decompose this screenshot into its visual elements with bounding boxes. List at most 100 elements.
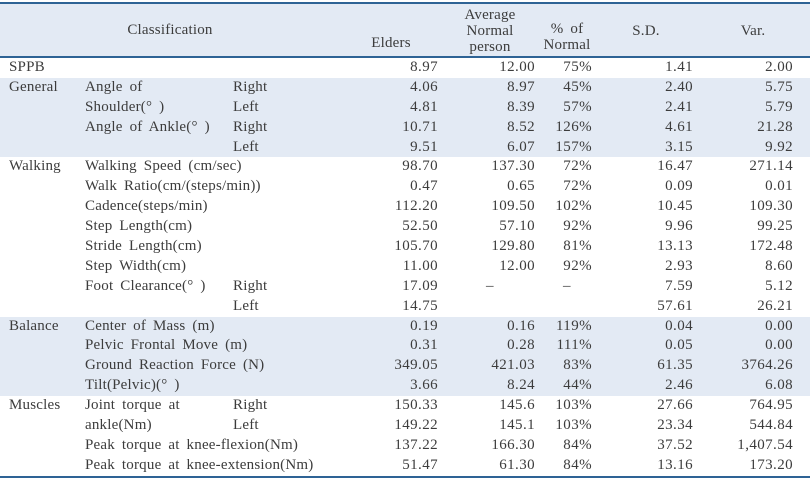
cell-percent-value: 111% (556, 337, 592, 354)
cell-percent-value: 157% (555, 138, 592, 155)
cell-item-label: Foot Clearance(° ) (85, 277, 206, 294)
table-body: SPPB 8.97 12.00 75% 1.41 2.00 General Angle of R… (0, 58, 810, 476)
cell-elders-value: 52.50 (402, 218, 438, 235)
cell-sd-value: 13.16 (657, 456, 693, 473)
cell-normal-value: 166.30 (491, 436, 535, 453)
cell-normal-value: 8.52 (507, 118, 535, 135)
table-row: Balance Center of Mass (m) 0.19 0.16 119% 0.0… (0, 316, 810, 337)
cell-var-value: 172.48 (749, 238, 793, 255)
cell-elders-value: 349.05 (394, 357, 438, 374)
header-sd: S.D. (632, 22, 660, 39)
cell-elders-value: 8.97 (410, 59, 438, 75)
cell-var-value: 109.30 (749, 198, 793, 215)
cell-percent-value: 81% (563, 238, 592, 255)
cell-sd-value: 2.93 (665, 257, 693, 274)
cell-item-label: Peak torque at knee-flexion(Nm) (85, 436, 299, 453)
table-header: Classification Elders Average Normal per… (0, 4, 810, 58)
cell-percent-value: 103% (555, 417, 592, 434)
cell-item-label: ankle(Nm) (85, 417, 152, 434)
table-row: Walk Ratio(cm/(steps/min)) 0.47 0.65 72% 0.0… (0, 177, 810, 198)
table-row: SPPB 8.97 12.00 75% 1.41 2.00 (0, 58, 810, 78)
cell-side-label: Right (233, 118, 268, 135)
cell-normal-value: 57.10 (499, 218, 535, 235)
cell-side-label: Right (233, 78, 268, 95)
cell-var-value: 5.75 (765, 78, 793, 95)
cell-sd-value: 3.15 (665, 138, 693, 155)
cell-side-label: Right (233, 277, 268, 294)
cell-normal-value: 61.30 (499, 456, 535, 473)
table-row: Ground Reaction Force (N) 349.05 421.03 83%… (0, 356, 810, 377)
cell-percent-value: 44% (563, 377, 592, 394)
cell-elders-value: 0.47 (410, 178, 438, 195)
table-row: ankle(Nm) Left 149.22 145.1 103% 23.34 544.84 (0, 416, 810, 436)
cell-item-label: Walking Speed (cm/sec) (85, 158, 242, 175)
cell-normal-value: 145.1 (499, 417, 535, 434)
table-row: Step Width(cm) 11.00 12.00 92% 2.93 8.60 (0, 256, 810, 277)
table-row: Peak torque at knee-extension(Nm) 51.47 61… (0, 455, 810, 476)
cell-var-value: 2.00 (765, 59, 793, 75)
cell-var-value: 271.14 (749, 158, 793, 175)
table-row: General Angle of Right 4.06 8.97 45% 2.40 5.75 (0, 77, 810, 98)
cell-elders-value: 51.47 (402, 456, 438, 473)
cell-elders-value: 4.81 (410, 98, 438, 115)
cell-sd-value: 7.59 (665, 277, 693, 294)
cell-normal-value: 421.03 (491, 357, 535, 374)
cell-sd-value: 2.41 (665, 98, 693, 115)
table-row: Foot Clearance(° ) Right 17.09 – – 7.59 5.12 (0, 276, 810, 297)
cell-elders-value: 9.51 (410, 138, 438, 155)
cell-sd-value: 0.09 (665, 178, 693, 195)
cell-var-value: 6.08 (765, 377, 793, 394)
cell-var-value: 99.25 (757, 218, 793, 235)
cell-percent-value: 83% (563, 357, 592, 374)
cell-percent-value: 72% (563, 158, 592, 175)
table-row: Stride Length(cm) 105.70 129.80 81% 13.13 172… (0, 237, 810, 257)
cell-item-label: Center of Mass (m) (85, 317, 215, 334)
cell-var-value: 5.79 (765, 98, 793, 115)
cell-sd-value: 61.35 (657, 357, 693, 374)
cell-sd-value: 23.34 (657, 417, 693, 434)
cell-side-label: Left (233, 417, 259, 434)
cell-percent-value: 72% (563, 178, 592, 195)
cell-elders-value: 10.71 (402, 118, 438, 135)
cell-percent-value: 103% (555, 397, 592, 414)
cell-normal-value: 12.00 (499, 59, 535, 75)
cell-normal-value: – (486, 277, 494, 294)
cell-elders-value: 98.70 (402, 158, 438, 175)
cell-sd-value: 2.40 (665, 78, 693, 95)
cell-side-label: Left (233, 138, 259, 155)
cell-sd-value: 9.96 (665, 218, 693, 235)
cell-percent-value: 84% (563, 436, 592, 453)
cell-item-label: Angle of (85, 78, 143, 95)
cell-normal-value: 0.28 (507, 337, 535, 354)
cell-sd-value: 16.47 (657, 158, 693, 175)
cell-item-label: Cadence(steps/min) (85, 198, 208, 215)
cell-var-value: 0.01 (765, 178, 793, 195)
cell-var-value: 544.84 (749, 417, 793, 434)
cell-var-value: 3764.26 (741, 357, 793, 374)
cell-percent-value: 84% (563, 456, 592, 473)
cell-elders-value: 11.00 (402, 257, 438, 274)
cell-normal-value: 137.30 (491, 158, 535, 175)
cell-percent-value: 57% (563, 98, 592, 115)
cell-normal-value: 129.80 (491, 238, 535, 255)
cell-elders-value: 112.20 (394, 198, 438, 215)
cell-item-label: Stride Length(cm) (85, 238, 202, 255)
table-row: Step Length(cm) 52.50 57.10 92% 9.96 99.25 (0, 217, 810, 238)
cell-item-label: Ground Reaction Force (N) (85, 357, 265, 374)
cell-elders-value: 149.22 (394, 417, 438, 434)
cell-sd-value: 27.66 (657, 397, 693, 414)
cell-percent-value: 92% (563, 257, 592, 274)
cell-var-value: 764.95 (749, 397, 793, 414)
cell-percent-value: 102% (555, 198, 592, 215)
cell-normal-value: 0.65 (507, 178, 535, 195)
cell-elders-value: 0.31 (410, 337, 438, 354)
cell-percent-value: – (563, 277, 571, 294)
table-row: Shoulder(° ) Left 4.81 8.39 57% 2.41 5.79 (0, 97, 810, 118)
table-row: Left 9.51 6.07 157% 3.15 9.92 (0, 137, 810, 158)
cell-percent-value: 45% (563, 78, 592, 95)
header-average-normal-person: Average Normal person (464, 7, 516, 55)
cell-side-label: Left (233, 297, 259, 314)
table-row: Tilt(Pelvic)(° ) 3.66 8.24 44% 2.46 6.08 (0, 376, 810, 397)
cell-var-value: 8.60 (765, 257, 793, 274)
